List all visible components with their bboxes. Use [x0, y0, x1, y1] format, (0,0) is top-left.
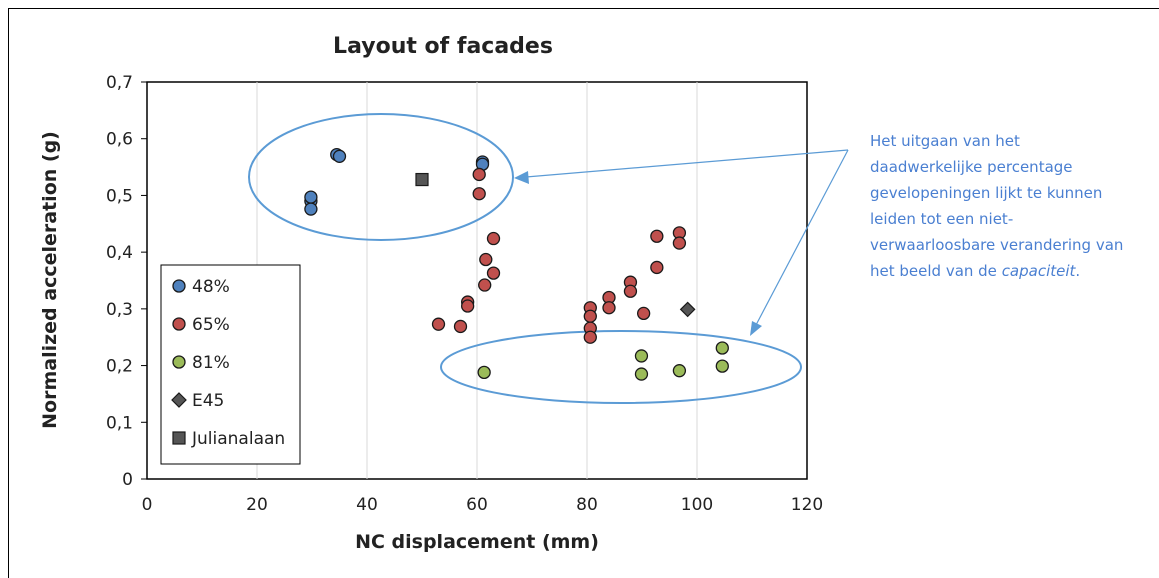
legend-marker: [172, 431, 186, 445]
point-81: [715, 341, 729, 355]
point-65: [623, 284, 638, 298]
legend: 48% 65% 81% E45 Julianalaan: [160, 264, 301, 465]
annotation-arrows: [514, 149, 849, 336]
y-axis-title: Normalized acceleration (g): [39, 131, 61, 429]
legend-label: Julianalaan: [191, 429, 285, 449]
x-tick-label: 60: [466, 495, 488, 515]
highlight-ellipse-bottom: [440, 330, 802, 404]
legend-marker: [172, 317, 186, 331]
x-tick-label: 0: [142, 495, 153, 515]
legend-marker: [171, 392, 187, 408]
point-65: [453, 319, 468, 334]
y-tick-label: 0,1: [106, 413, 133, 433]
y-tick-label: 0,7: [106, 73, 133, 93]
chart-title: Layout of facades: [333, 34, 553, 59]
point-65: [478, 278, 492, 292]
point-65: [672, 236, 687, 250]
page-frame-top: [8, 8, 1159, 9]
point-65: [486, 266, 501, 280]
point-81: [672, 364, 687, 378]
annotation-italic: capaciteit: [1001, 262, 1076, 280]
y-tick-label: 0,2: [106, 357, 133, 377]
x-tick-label: 20: [246, 495, 268, 515]
point-65: [650, 260, 664, 275]
arrow-line-top: [525, 149, 849, 178]
x-axis-title: NC displacement (mm): [355, 531, 599, 553]
annotation-text: Het uitgaan van het daadwerkelijke perce…: [870, 128, 1125, 284]
legend-marker: [172, 279, 186, 293]
point-81: [634, 349, 649, 363]
arrow-head-bottom: [750, 321, 762, 336]
y-tick-label: 0,6: [106, 130, 133, 150]
x-tick-label: 120: [791, 495, 823, 515]
point-65: [637, 306, 651, 321]
x-tick-label: 100: [681, 495, 713, 515]
point-e45: [679, 301, 696, 318]
y-axis-ticks: 0 0,1 0,2 0,3 0,4 0,5 0,6 0,7: [106, 73, 147, 490]
annotation-end: .: [1075, 262, 1081, 280]
data-points: [304, 147, 729, 381]
arrow-head-top: [514, 171, 529, 184]
point-65: [583, 309, 597, 323]
point-81: [477, 365, 491, 380]
y-tick-label: 0,5: [106, 186, 133, 206]
annotation-main: Het uitgaan van het daadwerkelijke perce…: [870, 132, 1124, 280]
page-frame-left: [8, 8, 9, 578]
highlight-ellipse-top: [248, 113, 514, 241]
point-65: [472, 167, 486, 182]
y-tick-label: 0,3: [106, 300, 133, 320]
x-axis-ticks: 0 20 40 60 80 100 120: [142, 495, 824, 515]
point-48: [332, 149, 347, 163]
point-65: [479, 252, 493, 267]
arrow-line-bottom: [755, 149, 849, 326]
legend-label: 48%: [192, 277, 230, 297]
point-65: [602, 301, 616, 315]
point-65: [431, 317, 446, 331]
legend-marker: [172, 355, 186, 369]
legend-label: 65%: [192, 315, 230, 335]
point-65: [486, 231, 501, 246]
y-tick-label: 0,4: [106, 243, 133, 263]
x-tick-label: 80: [576, 495, 598, 515]
x-tick-label: 40: [356, 495, 378, 515]
point-48: [304, 202, 318, 216]
point-81: [715, 359, 729, 373]
scatter-chart: Layout of facades 0 20 40 60 80 100 120 0 0,1 0,…: [39, 34, 849, 553]
point-48: [304, 190, 318, 204]
point-65: [460, 299, 475, 313]
point-65: [583, 330, 597, 344]
point-65: [472, 187, 486, 201]
legend-label: E45: [192, 391, 224, 411]
y-tick-label: 0: [122, 470, 133, 490]
point-81: [634, 367, 649, 381]
legend-label: 81%: [192, 353, 230, 373]
point-julianalaan: [415, 172, 429, 187]
highlight-ellipses: [248, 113, 802, 404]
point-65: [650, 229, 664, 243]
